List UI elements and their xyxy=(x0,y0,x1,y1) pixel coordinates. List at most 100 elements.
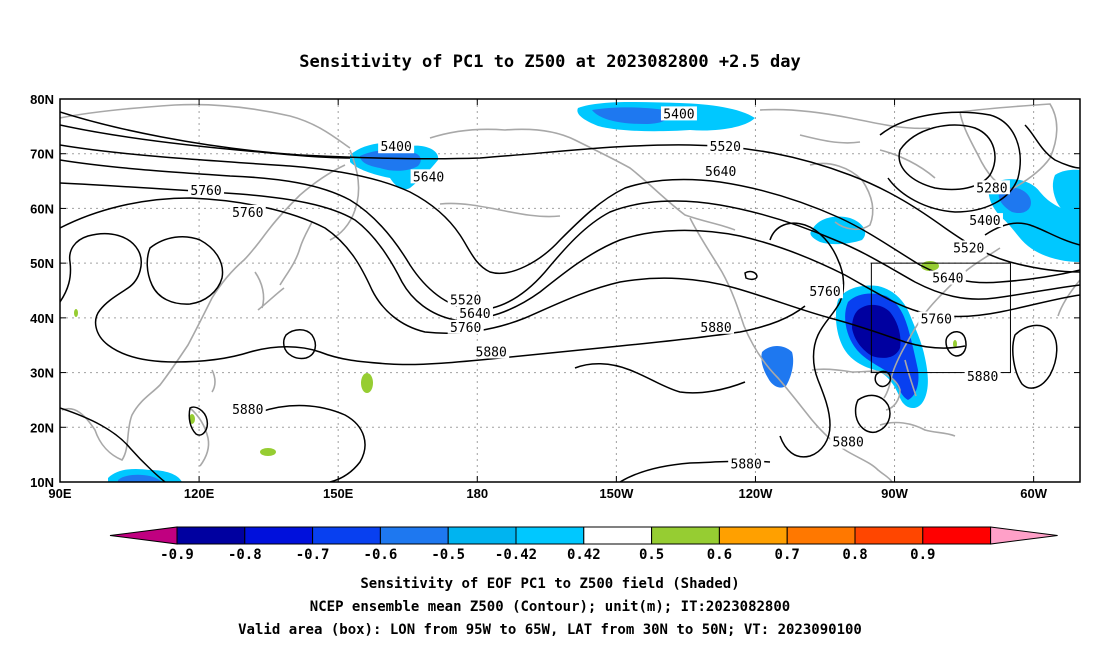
shade-positive-pacific-2 xyxy=(260,448,276,456)
contour-label-text: 5520 xyxy=(710,140,741,155)
contour-label: 5520 xyxy=(950,240,987,256)
colorbar-label: 0.7 xyxy=(775,547,800,563)
latitude-labels: 80N 70N 60N 50N 40N 30N 20N 10N xyxy=(30,92,54,490)
contour-label-bg xyxy=(973,180,1010,195)
shade-region-arctic-pacific-core xyxy=(592,107,669,124)
shade-region-gulf xyxy=(761,346,794,388)
contour-label-text: 5400 xyxy=(663,107,694,122)
map-area: 5400564057605760552056405760588058805400… xyxy=(30,92,1081,501)
colorbar-segment xyxy=(718,526,788,545)
contour-line xyxy=(744,270,758,281)
contour-label: 5880 xyxy=(473,344,510,360)
contour-line xyxy=(984,222,1080,246)
contour-label-text: 5640 xyxy=(459,307,490,322)
contour-label-bg xyxy=(660,106,697,121)
contour-label-bg xyxy=(698,319,735,334)
coastline-korea xyxy=(254,271,265,309)
contour-label: 5880 xyxy=(964,369,1001,385)
contour-line xyxy=(574,363,746,394)
lat-tick-label: 50N xyxy=(30,256,54,271)
valid-area-box xyxy=(870,262,1011,374)
coastline-alaska xyxy=(429,128,736,231)
contour-label-bg xyxy=(707,139,744,154)
contour-labels: 5400564057605760552056405760588058805400… xyxy=(188,106,1010,473)
contour-line xyxy=(60,124,351,159)
shade-positive-west-edge xyxy=(74,309,78,317)
colorbar-segment xyxy=(786,526,856,545)
colorbar-label: 0.42 xyxy=(567,547,601,563)
contour-line xyxy=(879,111,1021,213)
colorbar-label: 0.6 xyxy=(707,547,732,563)
contour-label-bg xyxy=(410,169,447,184)
shade-positive-philippines xyxy=(189,414,195,424)
colorbar-segment xyxy=(312,526,381,545)
colorbar-label: -0.42 xyxy=(495,547,537,563)
contour-label-bg xyxy=(966,213,1003,228)
contour-label: 5760 xyxy=(807,284,843,300)
contour-label: 5280 xyxy=(973,180,1010,196)
lat-tick-label: 20N xyxy=(30,420,54,435)
colorbar-segment xyxy=(176,526,246,545)
coastline-florida xyxy=(904,359,917,397)
lon-tick-label: 120E xyxy=(184,486,215,501)
contour-line xyxy=(60,144,1080,284)
colorbar: -0.9 -0.8 -0.7 -0.6 -0.5 -0.42 0.42 0.5 0.6 0.7 0.… xyxy=(109,526,1058,563)
contour-line xyxy=(874,370,892,388)
contour-label: 5520 xyxy=(707,139,744,155)
longitude-labels: 90E 120E 150E 180 150W 120W 90W 60W xyxy=(48,486,1047,501)
contour-label: 5640 xyxy=(702,163,739,180)
contour-label: 5880 xyxy=(728,456,765,473)
contour-line xyxy=(898,124,996,191)
lat-tick-label: 30N xyxy=(30,366,54,381)
lon-tick-label: 90W xyxy=(881,486,908,501)
contour-label-text: 5520 xyxy=(953,241,984,256)
colorbar-label: -0.8 xyxy=(228,547,262,563)
contour-line xyxy=(1024,124,1080,169)
shade-region-east-atlantic xyxy=(1052,169,1080,220)
contour-label: 5760 xyxy=(918,311,955,328)
lat-tick-label: 40N xyxy=(30,311,54,326)
contour-label-text: 5640 xyxy=(413,170,444,185)
contour-label-bg xyxy=(950,240,987,255)
coastline-japan xyxy=(257,221,313,311)
colorbar-segment xyxy=(379,526,449,545)
coastline-hudson-bay xyxy=(809,162,874,231)
contour-label-bg xyxy=(473,344,510,359)
colorbar-segment xyxy=(583,526,653,545)
contour-label: 5520 xyxy=(447,292,484,308)
contour-label-text: 5520 xyxy=(450,293,481,308)
colorbar-label: -0.7 xyxy=(296,547,330,563)
contour-label-text: 5760 xyxy=(450,321,481,336)
caption-line-2: NCEP ensemble mean Z500 (Contour); unit(… xyxy=(310,599,790,615)
contour-label-text: 5880 xyxy=(700,321,731,336)
lat-tick-label: 70N xyxy=(30,147,54,162)
contour-label-text: 5760 xyxy=(232,206,263,221)
contour-line xyxy=(259,404,366,482)
caption-line-3: Valid area (box): LON from 95W to 65W, L… xyxy=(238,622,862,638)
contour-label: 5880 xyxy=(698,319,735,336)
contour-label-text: 5640 xyxy=(705,165,736,180)
shade-region-north-pacific-core xyxy=(360,149,421,171)
contour-label: 5880 xyxy=(830,434,867,451)
coastline-kamchatka xyxy=(329,149,360,241)
lon-tick-label: 180 xyxy=(466,486,488,501)
contour-label-bg xyxy=(830,434,867,449)
contour-line xyxy=(60,232,806,366)
captions: Sensitivity of EOF PC1 to Z500 field (Sh… xyxy=(238,576,862,638)
contour-line xyxy=(60,407,166,482)
contour-label-bg xyxy=(807,284,843,299)
colorbar-segment xyxy=(651,526,720,545)
lon-tick-label: 90E xyxy=(48,486,71,501)
contour-label: 5640 xyxy=(929,270,966,287)
contour-line xyxy=(854,394,891,434)
coastline-siberia xyxy=(60,103,351,149)
contour-label: 5760 xyxy=(229,204,266,221)
contour-label-text: 5880 xyxy=(476,345,507,360)
colorbar-segment xyxy=(922,526,992,545)
axis-ticks xyxy=(59,98,1080,483)
contour-label-bg xyxy=(964,369,1001,384)
shade-positive-atlantic xyxy=(953,340,957,348)
contour-label-text: 5400 xyxy=(969,214,1000,229)
colorbar-label: 0.5 xyxy=(639,547,664,563)
